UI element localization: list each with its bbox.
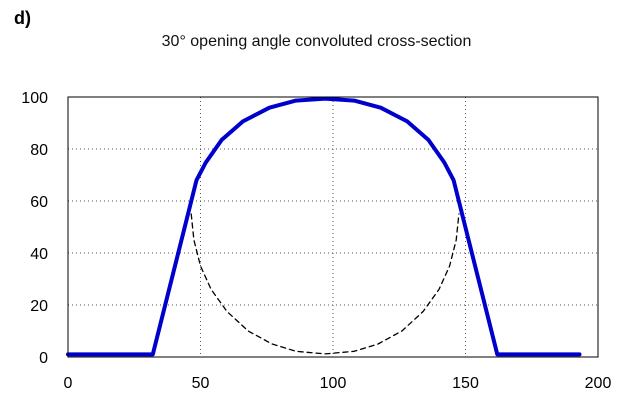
cross-section-line — [66, 96, 582, 357]
dashed-circle-line — [190, 213, 460, 355]
chart-title: 30° opening angle convoluted cross-secti… — [161, 33, 472, 50]
y-tick-label: 80 — [30, 142, 48, 159]
x-tick-label: 50 — [192, 375, 210, 392]
y-tick-label: 40 — [30, 246, 48, 263]
panel-label: d) — [14, 8, 31, 28]
x-tick-label: 0 — [64, 375, 73, 392]
y-tick-label: 100 — [21, 90, 48, 107]
x-tick-label: 100 — [320, 375, 347, 392]
y-tick-label: 20 — [30, 298, 48, 315]
grid-lines — [68, 97, 598, 357]
y-tick-label: 60 — [30, 194, 48, 211]
tick-labels: 0 50 100 150 200 0 20 40 60 80 100 — [21, 90, 611, 392]
x-tick-label: 200 — [585, 375, 612, 392]
series-layer — [66, 96, 582, 357]
plot-frame — [67, 96, 599, 358]
y-tick-label: 0 — [39, 350, 48, 367]
x-tick-label: 150 — [452, 375, 479, 392]
